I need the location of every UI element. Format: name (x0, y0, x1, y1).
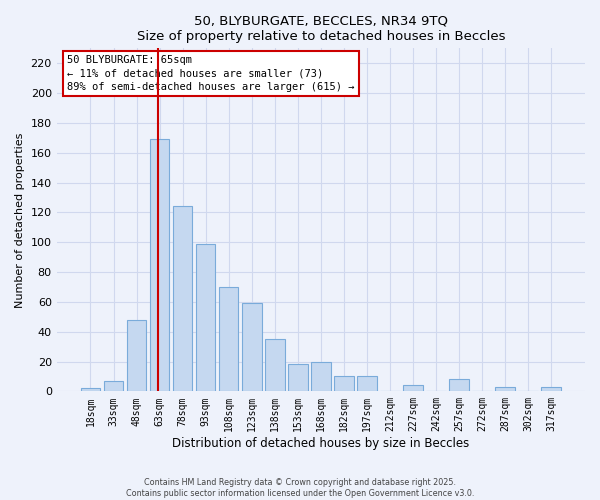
Bar (196, 244, 215, 392)
Bar (496, 387, 515, 392)
Bar (127, 320, 146, 392)
Bar (265, 339, 284, 392)
Bar (357, 376, 377, 392)
Bar (311, 362, 331, 392)
Bar (288, 364, 308, 392)
Text: Contains HM Land Registry data © Crown copyright and database right 2025.
Contai: Contains HM Land Registry data © Crown c… (126, 478, 474, 498)
Bar (242, 304, 262, 392)
X-axis label: Distribution of detached houses by size in Beccles: Distribution of detached houses by size … (172, 437, 469, 450)
Title: 50, BLYBURGATE, BECCLES, NR34 9TQ
Size of property relative to detached houses i: 50, BLYBURGATE, BECCLES, NR34 9TQ Size o… (137, 15, 505, 43)
Bar (219, 287, 238, 392)
Text: 50 BLYBURGATE: 65sqm
← 11% of detached houses are smaller (73)
89% of semi-detac: 50 BLYBURGATE: 65sqm ← 11% of detached h… (67, 55, 355, 92)
Bar (150, 140, 169, 392)
Y-axis label: Number of detached properties: Number of detached properties (15, 132, 25, 308)
Bar (334, 376, 353, 392)
Bar (449, 380, 469, 392)
Bar (104, 381, 123, 392)
Bar (173, 206, 193, 392)
Bar (403, 386, 423, 392)
Bar (80, 388, 100, 392)
Bar (541, 387, 561, 392)
